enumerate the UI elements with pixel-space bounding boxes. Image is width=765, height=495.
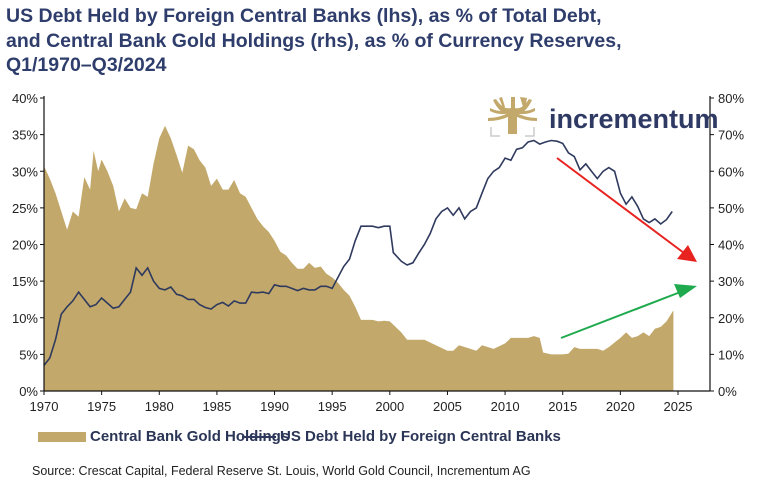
x-tick-label: 2010 xyxy=(491,399,520,414)
legend-label: US Debt Held by Foreign Central Banks xyxy=(280,428,561,445)
y-right-tick-label: 30% xyxy=(718,274,744,289)
gold-holdings-area xyxy=(44,125,674,392)
tree-logo-icon xyxy=(488,97,537,134)
source-note: Source: Crescat Capital, Federal Reserve… xyxy=(32,464,531,478)
y-left-tick-label: 25% xyxy=(12,201,38,216)
y-right-tick-label: 10% xyxy=(718,347,744,362)
incrementum-logo: incrementum xyxy=(488,97,719,137)
legend-swatch-debt xyxy=(242,435,276,438)
x-tick-label: 2005 xyxy=(433,399,462,414)
y-left-tick-label: 20% xyxy=(12,238,38,253)
x-tick-label: 2025 xyxy=(664,399,693,414)
y-left-tick-label: 40% xyxy=(12,91,38,106)
y-right-tick-label: 70% xyxy=(718,128,744,143)
x-tick-label: 1985 xyxy=(202,399,231,414)
title-line: and Central Bank Gold Holdings (rhs), as… xyxy=(6,29,622,52)
trend-arrow-down xyxy=(556,157,697,262)
y-left-tick-label: 35% xyxy=(12,128,38,143)
y-right-tick-label: 60% xyxy=(718,164,744,179)
legend-item-debt: US Debt Held by Foreign Central Banks xyxy=(242,428,561,445)
y-left-tick-label: 15% xyxy=(12,274,38,289)
y-right-tick-label: 80% xyxy=(718,91,744,106)
y-left-tick-label: 30% xyxy=(12,164,38,179)
x-tick-label: 2020 xyxy=(606,399,635,414)
chart-title: US Debt Held by Foreign Central Banks (l… xyxy=(6,4,756,78)
title-line: Q1/1970–Q3/2024 xyxy=(6,54,167,76)
y-left-tick-label: 0% xyxy=(19,384,38,399)
legend-item-gold: Central Bank Gold Holdings xyxy=(38,428,289,445)
legend-swatch-gold xyxy=(38,431,86,442)
x-tick-label: 1980 xyxy=(145,399,174,414)
x-tick-label: 1975 xyxy=(87,399,116,414)
legend-label: Central Bank Gold Holdings xyxy=(90,428,290,445)
y-right-tick-label: 40% xyxy=(718,238,744,253)
logo-text: incrementum xyxy=(549,104,719,134)
y-left-tick-label: 5% xyxy=(19,347,38,362)
title-line: US Debt Held by Foreign Central Banks (l… xyxy=(6,5,602,27)
trend-arrow-up xyxy=(560,284,697,339)
x-tick-label: 1990 xyxy=(260,399,289,414)
y-right-tick-label: 0% xyxy=(718,384,737,399)
y-left-tick-label: 10% xyxy=(12,311,38,326)
y-right-tick-label: 20% xyxy=(718,311,744,326)
x-tick-label: 1970 xyxy=(30,399,59,414)
x-tick-label: 1995 xyxy=(318,399,347,414)
x-tick-label: 2015 xyxy=(548,399,577,414)
y-right-tick-label: 50% xyxy=(718,201,744,216)
debt-line xyxy=(43,139,673,366)
x-tick-label: 2000 xyxy=(375,399,404,414)
